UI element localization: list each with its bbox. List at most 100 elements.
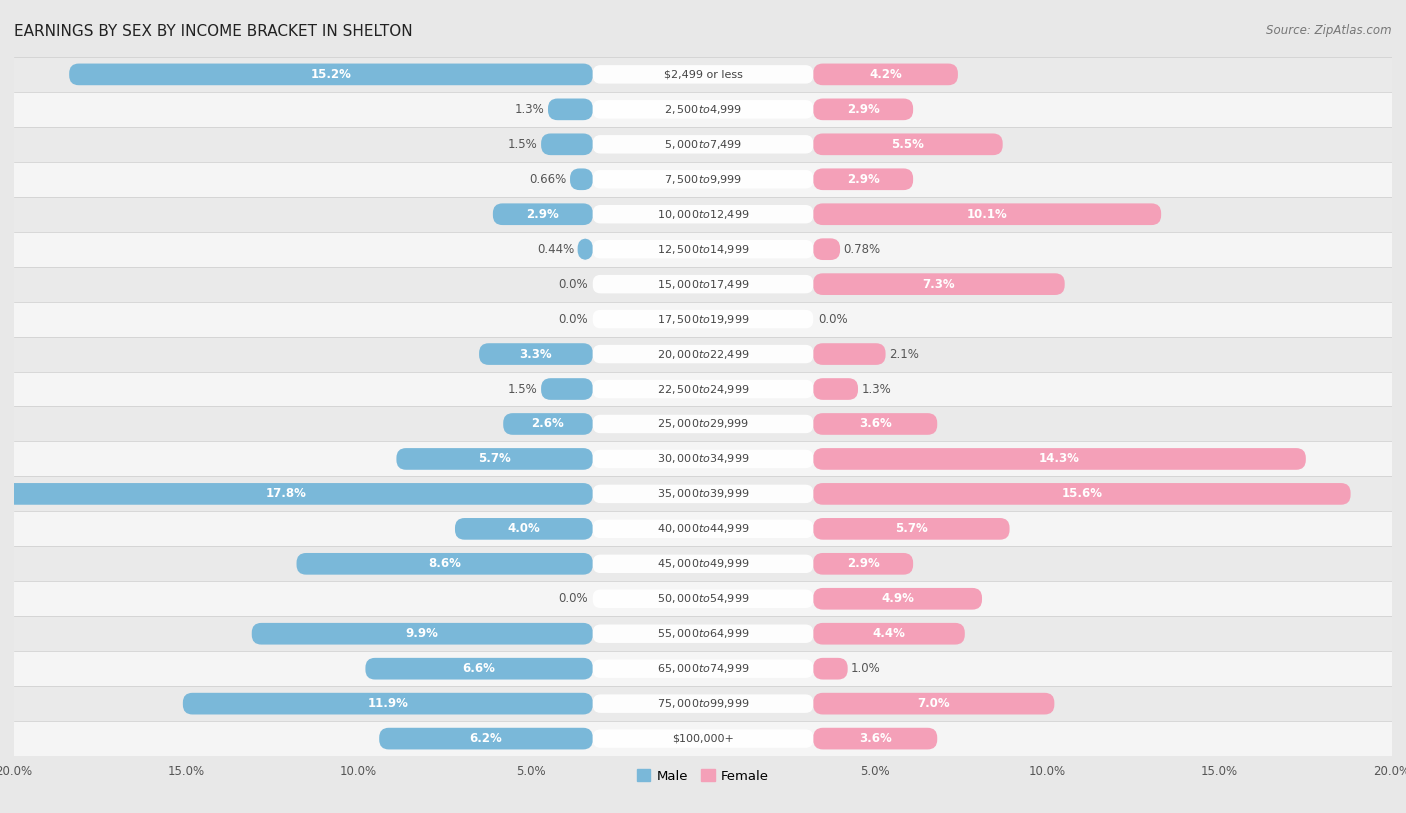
FancyBboxPatch shape [479,343,593,365]
Text: 1.0%: 1.0% [851,663,882,675]
FancyBboxPatch shape [593,310,813,328]
FancyBboxPatch shape [380,728,593,750]
Text: $35,000 to $39,999: $35,000 to $39,999 [657,488,749,500]
Text: 5.5%: 5.5% [891,138,924,150]
Text: $65,000 to $74,999: $65,000 to $74,999 [657,663,749,675]
FancyBboxPatch shape [813,133,1002,155]
FancyBboxPatch shape [813,518,1010,540]
FancyBboxPatch shape [813,273,1064,295]
FancyBboxPatch shape [593,65,813,84]
FancyBboxPatch shape [14,581,1392,616]
FancyBboxPatch shape [0,483,593,505]
FancyBboxPatch shape [813,343,886,365]
FancyBboxPatch shape [593,485,813,503]
Text: $7,500 to $9,999: $7,500 to $9,999 [664,173,742,185]
FancyBboxPatch shape [396,448,593,470]
Text: $30,000 to $34,999: $30,000 to $34,999 [657,453,749,465]
FancyBboxPatch shape [593,624,813,643]
Text: 8.6%: 8.6% [429,558,461,570]
Text: 4.0%: 4.0% [508,523,540,535]
Text: $25,000 to $29,999: $25,000 to $29,999 [657,418,749,430]
Text: 5.7%: 5.7% [478,453,510,465]
FancyBboxPatch shape [14,127,1392,162]
FancyBboxPatch shape [14,686,1392,721]
FancyBboxPatch shape [183,693,593,715]
FancyBboxPatch shape [14,372,1392,406]
FancyBboxPatch shape [813,378,858,400]
Text: 1.3%: 1.3% [515,103,544,115]
FancyBboxPatch shape [14,476,1392,511]
Text: 1.3%: 1.3% [862,383,891,395]
Text: $17,500 to $19,999: $17,500 to $19,999 [657,313,749,325]
Text: 4.2%: 4.2% [869,68,901,80]
Text: $10,000 to $12,499: $10,000 to $12,499 [657,208,749,220]
Text: 3.6%: 3.6% [859,418,891,430]
FancyBboxPatch shape [541,378,593,400]
Text: 2.9%: 2.9% [526,208,560,220]
Text: 17.8%: 17.8% [266,488,307,500]
Legend: Male, Female: Male, Female [631,764,775,788]
FancyBboxPatch shape [813,63,957,85]
FancyBboxPatch shape [14,162,1392,197]
FancyBboxPatch shape [813,693,1054,715]
FancyBboxPatch shape [14,616,1392,651]
Text: 0.0%: 0.0% [558,593,588,605]
FancyBboxPatch shape [593,275,813,293]
FancyBboxPatch shape [14,92,1392,127]
Text: 15.6%: 15.6% [1062,488,1102,500]
Text: 2.9%: 2.9% [846,558,880,570]
FancyBboxPatch shape [69,63,593,85]
Text: $55,000 to $64,999: $55,000 to $64,999 [657,628,749,640]
Text: $50,000 to $54,999: $50,000 to $54,999 [657,593,749,605]
FancyBboxPatch shape [593,659,813,678]
FancyBboxPatch shape [593,100,813,119]
Text: 15.2%: 15.2% [311,68,352,80]
FancyBboxPatch shape [813,658,848,680]
Text: Source: ZipAtlas.com: Source: ZipAtlas.com [1267,24,1392,37]
FancyBboxPatch shape [494,203,593,225]
Text: $12,500 to $14,999: $12,500 to $14,999 [657,243,749,255]
Text: 1.5%: 1.5% [508,383,537,395]
FancyBboxPatch shape [593,205,813,224]
FancyBboxPatch shape [813,728,938,750]
Text: $20,000 to $22,499: $20,000 to $22,499 [657,348,749,360]
FancyBboxPatch shape [569,168,593,190]
Text: $75,000 to $99,999: $75,000 to $99,999 [657,698,749,710]
FancyBboxPatch shape [813,623,965,645]
FancyBboxPatch shape [14,337,1392,372]
Text: 3.3%: 3.3% [520,348,553,360]
Text: 3.6%: 3.6% [859,733,891,745]
Text: EARNINGS BY SEX BY INCOME BRACKET IN SHELTON: EARNINGS BY SEX BY INCOME BRACKET IN SHE… [14,24,413,39]
FancyBboxPatch shape [813,203,1161,225]
FancyBboxPatch shape [593,170,813,189]
Text: 0.0%: 0.0% [818,313,848,325]
FancyBboxPatch shape [593,520,813,538]
FancyBboxPatch shape [578,238,593,260]
FancyBboxPatch shape [593,554,813,573]
FancyBboxPatch shape [593,240,813,259]
Text: 2.9%: 2.9% [846,173,880,185]
Text: $22,500 to $24,999: $22,500 to $24,999 [657,383,749,395]
FancyBboxPatch shape [593,380,813,398]
FancyBboxPatch shape [503,413,593,435]
FancyBboxPatch shape [456,518,593,540]
Text: 2.6%: 2.6% [531,418,564,430]
FancyBboxPatch shape [14,406,1392,441]
Text: 9.9%: 9.9% [406,628,439,640]
Text: $2,500 to $4,999: $2,500 to $4,999 [664,103,742,115]
Text: 6.6%: 6.6% [463,663,495,675]
FancyBboxPatch shape [14,441,1392,476]
FancyBboxPatch shape [593,450,813,468]
FancyBboxPatch shape [593,694,813,713]
FancyBboxPatch shape [813,553,912,575]
FancyBboxPatch shape [14,651,1392,686]
Text: 6.2%: 6.2% [470,733,502,745]
FancyBboxPatch shape [14,267,1392,302]
Text: 4.4%: 4.4% [873,628,905,640]
FancyBboxPatch shape [593,729,813,748]
Text: 0.0%: 0.0% [558,313,588,325]
Text: 0.44%: 0.44% [537,243,574,255]
Text: $40,000 to $44,999: $40,000 to $44,999 [657,523,749,535]
Text: 4.9%: 4.9% [882,593,914,605]
FancyBboxPatch shape [813,98,912,120]
